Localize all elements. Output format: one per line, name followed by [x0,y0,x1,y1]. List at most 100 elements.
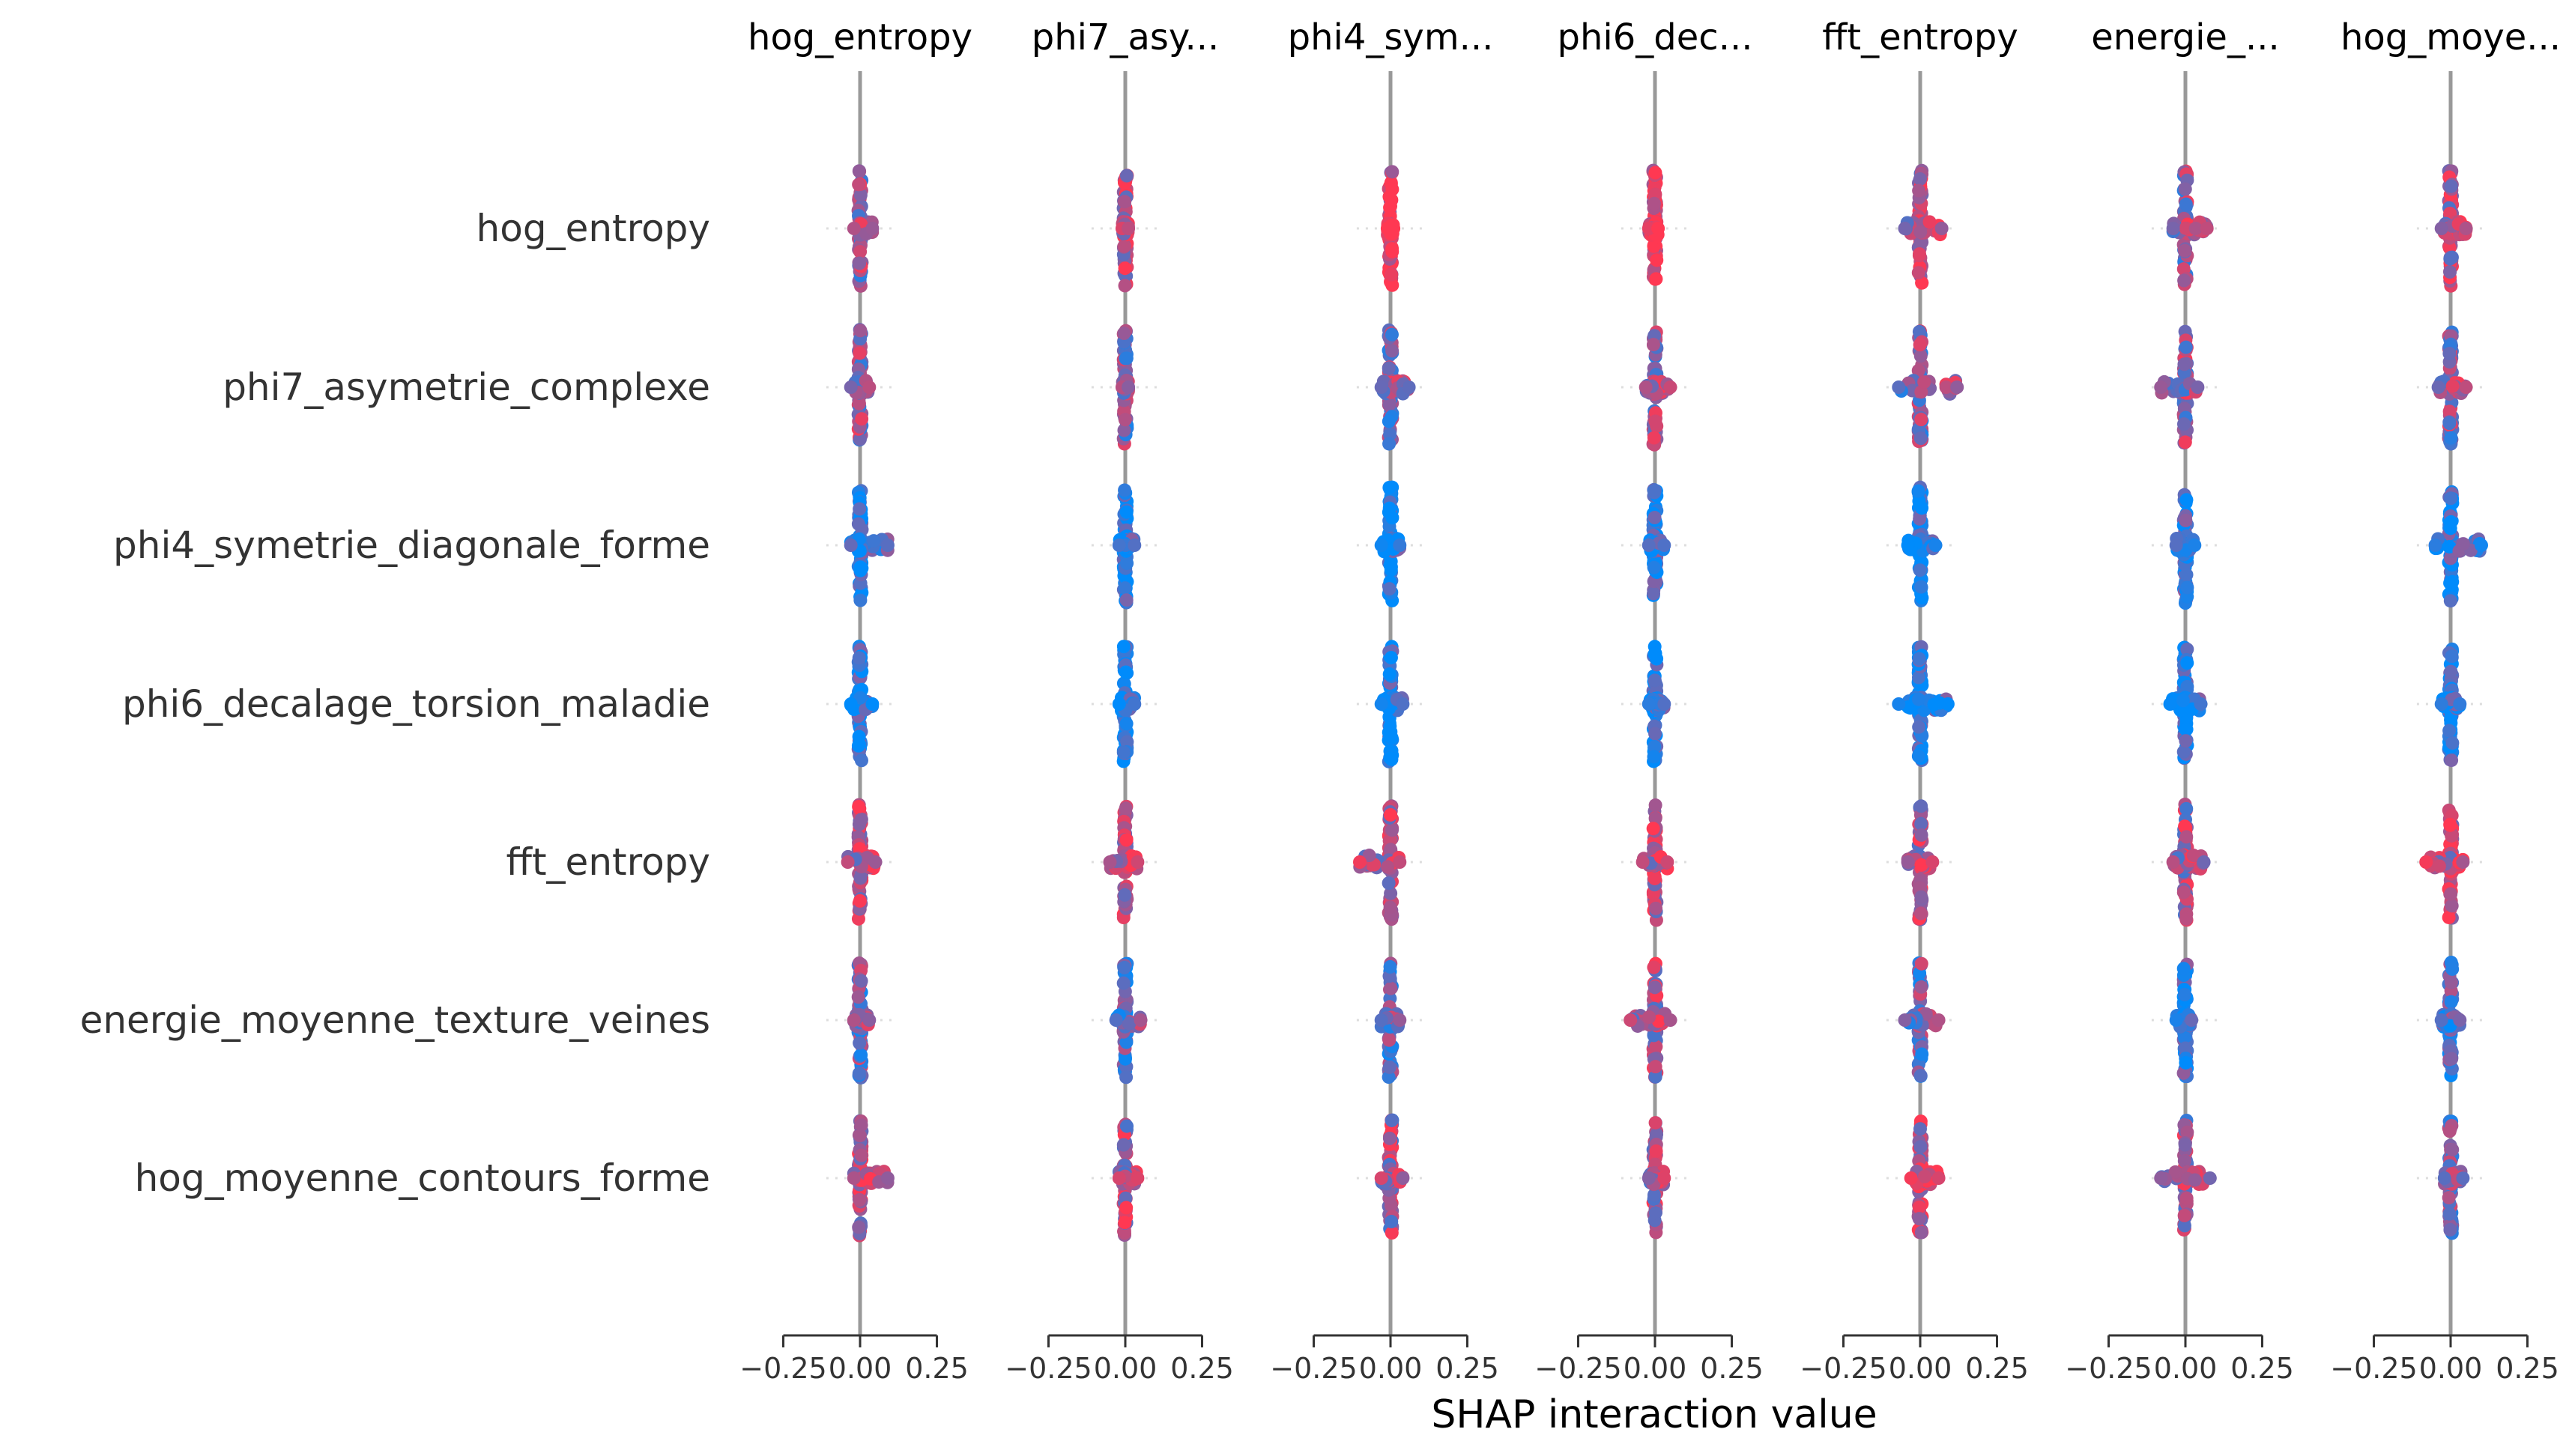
column-title: phi7_asy... [1032,16,1220,58]
shap-point [2163,697,2177,711]
shap-point [2176,962,2191,976]
shap-point [1641,697,1656,711]
shap-point [1931,1171,1946,1185]
shap-point [2188,222,2203,236]
label-layer: hog_entropy phi7_asy... phi4_sym... phi6_de… [80,16,2561,1200]
shap-point [1122,380,1136,394]
shap-point [2445,735,2460,750]
shap-point [1119,1070,1134,1085]
shap-point [1922,215,1937,229]
shap-point [1118,581,1132,595]
shap-point [1647,871,1662,885]
shap-point [1913,431,1928,446]
column-title: fft_entropy [1822,16,2018,58]
shap-point [1117,327,1131,341]
shap-point [2179,568,2194,582]
shap-point [2442,1191,2456,1205]
shap-point [1382,1131,1397,1145]
shap-point [2178,182,2192,196]
shap-point [1103,855,1117,869]
shap-point [868,855,883,869]
shap-point [1116,1138,1131,1152]
points-layer [841,163,2488,1243]
shap-point [1647,960,1661,974]
shap-point [1913,1140,1928,1154]
shap-point [1914,580,1928,594]
shap-point [2178,435,2192,449]
shap-point [1128,539,1142,552]
shap-point [1382,414,1396,428]
shap-point [2177,273,2191,288]
column-title: energie_... [2091,16,2279,58]
shap-point [1122,222,1136,235]
shap-point [1914,413,1928,427]
shap-point [1650,652,1664,666]
shap-point [1382,582,1397,596]
x-tick-label: 0.25 [1170,1352,1234,1385]
shap-point [854,974,868,988]
shap-point [1383,807,1397,822]
shap-point [2445,649,2459,664]
x-tick-label: 0.25 [1700,1352,1764,1385]
shap-point [2177,1219,2191,1233]
shap-point [1912,720,1926,734]
shap-point [1396,697,1410,711]
shap-point [2166,855,2180,869]
shap-point [1117,423,1131,437]
shap-point [2456,855,2470,869]
column-title: phi4_sym... [1288,16,1494,58]
shap-point [1118,413,1132,427]
column-title: hog_entropy [748,16,972,58]
shap-point [2176,417,2191,431]
shap-point [851,911,865,926]
shap-point [2442,724,2457,738]
shap-point [1650,1127,1664,1141]
shap-point [2176,885,2191,900]
shap-point [2179,911,2194,926]
shap-point [1663,380,1677,394]
shap-point [1912,183,1926,198]
shap-point [1641,539,1656,552]
x-tick-label: 0.25 [2496,1352,2559,1385]
shap-point [2442,404,2457,419]
shap-point [1128,697,1142,711]
shap-point [1663,1013,1677,1027]
shap-point [1119,593,1134,607]
shap-point [2166,222,2180,235]
shap-point [1904,1171,1918,1185]
shap-point [1382,1070,1396,1085]
x-tick-label: 0.25 [1965,1352,2029,1385]
shap-point [1393,855,1407,869]
shap-point [2456,1171,2470,1185]
shap-point [1117,239,1131,253]
shap-point [2456,537,2470,551]
shap-point [1934,222,1949,235]
shap-point [1915,1047,1929,1061]
shap-point [1119,169,1134,183]
x-tick-label: 0.00 [2419,1352,2483,1385]
x-tick-label: 0.00 [829,1352,892,1385]
shap-point [2443,818,2457,832]
shap-point [2179,340,2193,354]
shap-point [1119,1201,1134,1215]
shap-point [1648,727,1662,741]
shap-point [1385,182,1400,196]
shap-point [855,412,869,426]
shap-point [2445,1142,2460,1156]
shap-point [2431,380,2445,394]
shap-point [1385,823,1400,837]
shap-point [1940,697,1955,711]
shap-point [1912,1200,1926,1214]
shap-point [1914,828,1928,842]
shap-point [1641,1171,1656,1185]
shap-point [862,380,877,394]
shap-point [1641,222,1656,235]
shap-point [2179,493,2194,507]
shap-point [1647,560,1661,574]
shap-point [2459,222,2473,235]
shap-point [1382,1033,1397,1047]
shap-point [865,222,880,235]
shap-point [2178,243,2192,258]
shap-point [854,1148,868,1162]
feature-label: phi7_asymetrie_complexe [223,365,710,409]
